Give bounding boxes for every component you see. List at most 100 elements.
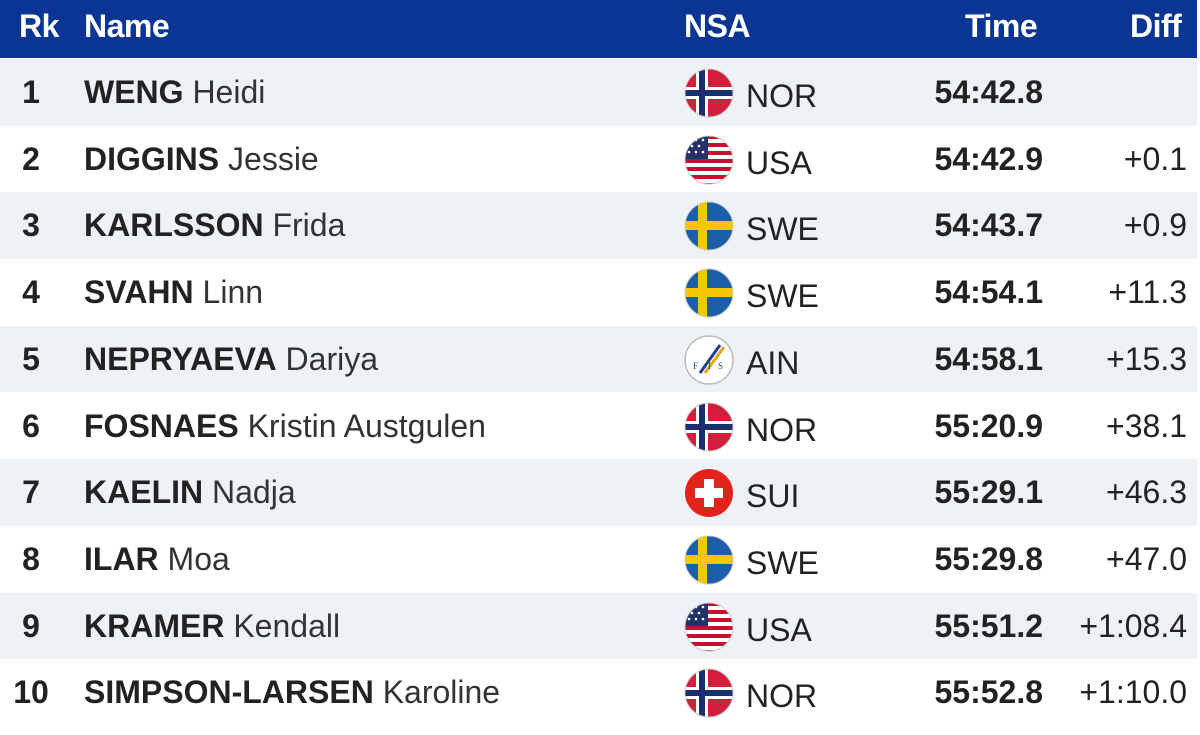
switzerland-flag-icon bbox=[684, 468, 734, 518]
table-row[interactable]: 4 SVAHN Linn SWE 54:54.1 +11.3 bbox=[0, 259, 1197, 326]
athlete-surname: DIGGINS bbox=[84, 140, 220, 177]
svg-text:F: F bbox=[693, 361, 698, 371]
usa-flag-icon bbox=[684, 602, 734, 652]
diff-cell: +1:08.4 bbox=[1079, 607, 1187, 644]
nsa-code: USA bbox=[746, 611, 812, 648]
header-rank[interactable]: Rk bbox=[19, 8, 59, 44]
athlete-given-name: Jessie bbox=[228, 140, 319, 177]
table-header: Rk Name NSA Time Diff bbox=[0, 0, 1197, 58]
norway-flag-icon bbox=[684, 68, 734, 118]
rank-cell: 7 bbox=[22, 474, 40, 511]
time-cell: 54:54.1 bbox=[934, 274, 1043, 311]
athlete-name[interactable]: WENG Heidi bbox=[84, 59, 664, 126]
table-row[interactable]: 5 NEPRYAEVA Dariya F I S AIN 54:58.1 +15.3 bbox=[0, 325, 1197, 393]
table-row[interactable]: 6 FOSNAES Kristin Austgulen NOR 55:20.9 +38.… bbox=[0, 392, 1197, 460]
athlete-name[interactable]: NEPRYAEVA Dariya bbox=[84, 326, 664, 393]
rank-cell: 3 bbox=[22, 207, 40, 244]
time-cell: 55:52.8 bbox=[934, 674, 1043, 711]
sweden-flag-icon bbox=[684, 201, 734, 251]
nsa-code: SWE bbox=[746, 211, 819, 248]
norway-flag-icon bbox=[684, 402, 734, 452]
sweden-flag-icon bbox=[684, 268, 734, 318]
rank-cell: 1 bbox=[22, 74, 40, 110]
table-row[interactable]: 3 KARLSSON Frida SWE 54:43.7 +0.9 bbox=[0, 192, 1197, 260]
diff-cell: +47.0 bbox=[1106, 540, 1187, 577]
diff-cell: +46.3 bbox=[1106, 474, 1187, 511]
athlete-surname: KAELIN bbox=[84, 474, 204, 511]
header-diff[interactable]: Diff bbox=[1130, 8, 1182, 44]
athlete-surname: KRAMER bbox=[84, 607, 225, 644]
athlete-given-name: Kristin Austgulen bbox=[247, 407, 486, 444]
nsa-code: NOR bbox=[746, 678, 818, 715]
athlete-given-name: Frida bbox=[272, 207, 346, 244]
nsa-code: SWE bbox=[746, 278, 819, 315]
nsa-code: NOR bbox=[746, 78, 818, 114]
athlete-name[interactable]: FOSNAES Kristin Austgulen bbox=[84, 393, 664, 460]
time-cell: 54:42.9 bbox=[934, 140, 1043, 177]
time-cell: 54:58.1 bbox=[934, 340, 1043, 377]
table-row[interactable]: 1 WENG Heidi NOR 54:42.8 bbox=[0, 59, 1197, 126]
athlete-given-name: Nadja bbox=[212, 474, 296, 511]
time-cell: 54:42.8 bbox=[934, 74, 1043, 110]
header-nsa[interactable]: NSA bbox=[684, 8, 751, 44]
nsa-code: SUI bbox=[746, 478, 800, 515]
rank-cell: 6 bbox=[22, 407, 40, 444]
diff-cell: +0.9 bbox=[1123, 207, 1187, 244]
time-cell: 55:29.8 bbox=[934, 540, 1043, 577]
time-cell: 55:51.2 bbox=[934, 607, 1043, 644]
usa-flag-icon bbox=[684, 135, 734, 185]
norway-flag-icon bbox=[684, 668, 734, 718]
table-row[interactable]: 2 DIGGINS Jessie USA 54:42.9 +0.1 bbox=[0, 125, 1197, 193]
athlete-given-name: Heidi bbox=[192, 74, 266, 110]
diff-cell: +15.3 bbox=[1106, 340, 1187, 377]
svg-text:S: S bbox=[718, 361, 723, 371]
rank-cell: 2 bbox=[22, 140, 40, 177]
rank-cell: 8 bbox=[22, 540, 40, 577]
diff-cell: +38.1 bbox=[1106, 407, 1187, 444]
time-cell: 54:43.7 bbox=[934, 207, 1043, 244]
athlete-name[interactable]: SIMPSON-LARSEN Karoline bbox=[84, 659, 664, 726]
table-row[interactable]: 10 SIMPSON-LARSEN Karoline NOR 55:52.8 +1:10… bbox=[0, 659, 1197, 726]
athlete-name[interactable]: SVAHN Linn bbox=[84, 259, 664, 326]
athlete-name[interactable]: ILAR Moa bbox=[84, 526, 664, 593]
sweden-flag-icon bbox=[684, 535, 734, 585]
time-cell: 55:29.1 bbox=[934, 474, 1043, 511]
athlete-surname: SVAHN bbox=[84, 274, 194, 311]
athlete-name[interactable]: KARLSSON Frida bbox=[84, 192, 664, 259]
athlete-name[interactable]: DIGGINS Jessie bbox=[84, 126, 664, 193]
athlete-given-name: Moa bbox=[167, 540, 230, 577]
rank-cell: 10 bbox=[13, 674, 49, 711]
nsa-code: NOR bbox=[746, 411, 818, 448]
athlete-surname: ILAR bbox=[84, 540, 159, 577]
athlete-name[interactable]: KRAMER Kendall bbox=[84, 593, 664, 660]
diff-cell: +11.3 bbox=[1108, 274, 1187, 311]
header-name[interactable]: Name bbox=[84, 8, 170, 44]
diff-cell: +0.1 bbox=[1123, 140, 1187, 177]
athlete-surname: FOSNAES bbox=[84, 407, 239, 444]
rank-cell: 9 bbox=[22, 607, 40, 644]
table-row[interactable]: 7 KAELIN Nadja SUI 55:29.1 +46.3 bbox=[0, 459, 1197, 526]
rank-cell: 4 bbox=[22, 274, 40, 311]
table-row[interactable]: 9 KRAMER Kendall USA 55:51.2 +1:08.4 bbox=[0, 592, 1197, 660]
diff-cell bbox=[1050, 59, 1187, 126]
nsa-code: SWE bbox=[746, 544, 819, 581]
nsa-code: AIN bbox=[746, 344, 800, 381]
athlete-surname: WENG bbox=[84, 74, 184, 110]
diff-cell: +1:10.0 bbox=[1079, 674, 1187, 711]
athlete-surname: KARLSSON bbox=[84, 207, 264, 244]
rank-cell: 5 bbox=[22, 340, 40, 377]
athlete-given-name: Karoline bbox=[382, 674, 501, 711]
svg-text:I: I bbox=[708, 361, 711, 371]
athlete-surname: NEPRYAEVA bbox=[84, 340, 277, 377]
athlete-surname: SIMPSON-LARSEN bbox=[84, 674, 374, 711]
nsa-code: USA bbox=[746, 144, 812, 181]
athlete-given-name: Kendall bbox=[233, 607, 341, 644]
athlete-given-name: Dariya bbox=[285, 340, 379, 377]
header-time[interactable]: Time bbox=[965, 8, 1038, 44]
table-row[interactable]: 8 ILAR Moa SWE 55:29.8 +47.0 bbox=[0, 525, 1197, 593]
athlete-name[interactable]: KAELIN Nadja bbox=[84, 459, 664, 526]
athlete-given-name: Linn bbox=[202, 274, 264, 311]
time-cell: 55:20.9 bbox=[934, 407, 1043, 444]
